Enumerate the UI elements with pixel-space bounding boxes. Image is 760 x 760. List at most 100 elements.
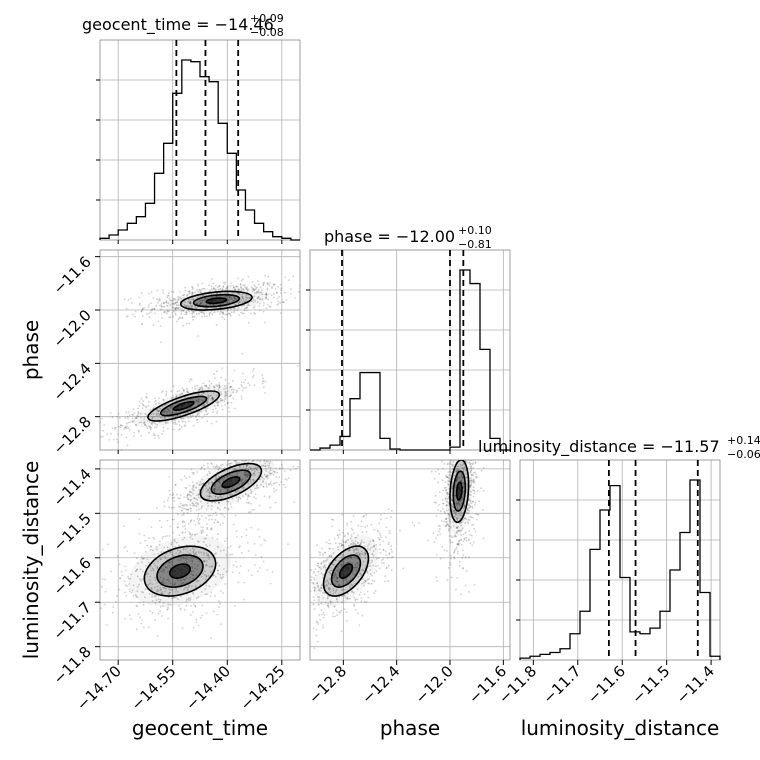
scatter-point [317,564,320,567]
scatter-point [164,417,166,420]
scatter-point [326,580,329,582]
scatter-point [302,574,304,576]
scatter-point [327,606,330,609]
scatter-point [146,427,149,430]
scatter-point [156,424,159,426]
scatter-point [195,307,197,310]
scatter-point [329,578,331,580]
scatter-point [290,292,292,295]
scatter-point [123,426,126,429]
scatter-point [245,528,248,531]
scatter-point [455,535,457,538]
scatter-point [257,288,260,291]
scatter-point [446,444,448,446]
scatter-point [248,495,251,498]
scatter-point [152,308,154,311]
scatter-point [453,550,456,553]
scatter-point [172,310,175,313]
scatter-point [286,439,288,441]
scatter-point [346,597,348,600]
scatter-point [239,460,242,461]
scatter-point [432,532,435,534]
scatter-point [190,416,193,419]
scatter-point [239,283,242,286]
scatter-point [167,294,169,297]
scatter-point [207,556,210,558]
scatter-point [285,298,288,301]
scatter-point [191,471,194,474]
scatter-point [193,310,195,313]
scatter-point [88,436,90,438]
scatter-point [218,481,221,483]
scatter-point [473,504,476,506]
scatter-point [353,605,356,607]
scatter-point [224,404,227,406]
x-tick-label: −11.5 [628,662,673,707]
scatter-point [466,507,469,510]
scatter-point [185,311,188,314]
scatter-point [136,557,138,560]
scatter-point [456,470,458,473]
scatter-point [219,490,222,492]
scatter-point [465,460,468,461]
scatter-point [467,451,469,453]
scatter-point [158,600,161,603]
scatter-point [216,310,219,312]
scatter-point [275,467,277,469]
scatter-point [153,400,156,403]
scatter-point [251,300,253,303]
scatter-point [192,318,194,321]
scatter-point [166,310,169,313]
scatter-point [165,300,168,302]
scatter-point [238,293,241,296]
scatter-point [274,501,277,504]
y-tick-label: −12.8 [50,413,95,458]
scatter-point [456,411,458,413]
scatter-point [243,289,245,291]
scatter-point [470,502,473,505]
scatter-point [325,584,328,587]
scatter-point [317,562,320,565]
scatter-point [214,495,217,497]
scatter-point [233,487,236,490]
scatter-point [444,512,447,515]
scatter-point [242,486,244,489]
scatter-point [257,295,260,298]
scatter-point [265,293,268,295]
scatter-point [324,551,327,554]
scatter-point [250,574,253,577]
scatter-point [188,530,191,533]
scatter-point [185,311,188,313]
scatter-point [472,467,475,469]
scatter-point [158,414,161,417]
scatter-point [125,315,128,318]
scatter-point [181,316,184,319]
scatter-point [265,293,268,296]
scatter-point [156,414,158,416]
scatter-point [257,471,260,474]
scatter-point [206,498,209,500]
scatter-point [68,462,70,464]
scatter-point [315,442,317,444]
scatter-point [192,550,195,553]
scatter-point [312,627,315,630]
scatter-point [148,420,151,423]
scatter-point [217,451,219,453]
scatter-point [338,568,341,570]
scatter-point [448,480,451,483]
scatter-point [466,521,469,523]
scatter-point [214,495,217,498]
scatter-point [157,598,160,601]
scatter-point [245,501,248,504]
panel-frame [99,459,301,661]
scatter-point [178,428,180,431]
scatter-point [156,507,158,509]
scatter-point [149,565,152,568]
scatter-point [346,592,349,595]
scatter-point [234,468,236,471]
scatter-point [273,470,276,473]
scatter-point [320,568,323,570]
scatter-point [320,613,323,616]
scatter-point [320,562,323,565]
scatter-point [390,516,392,518]
